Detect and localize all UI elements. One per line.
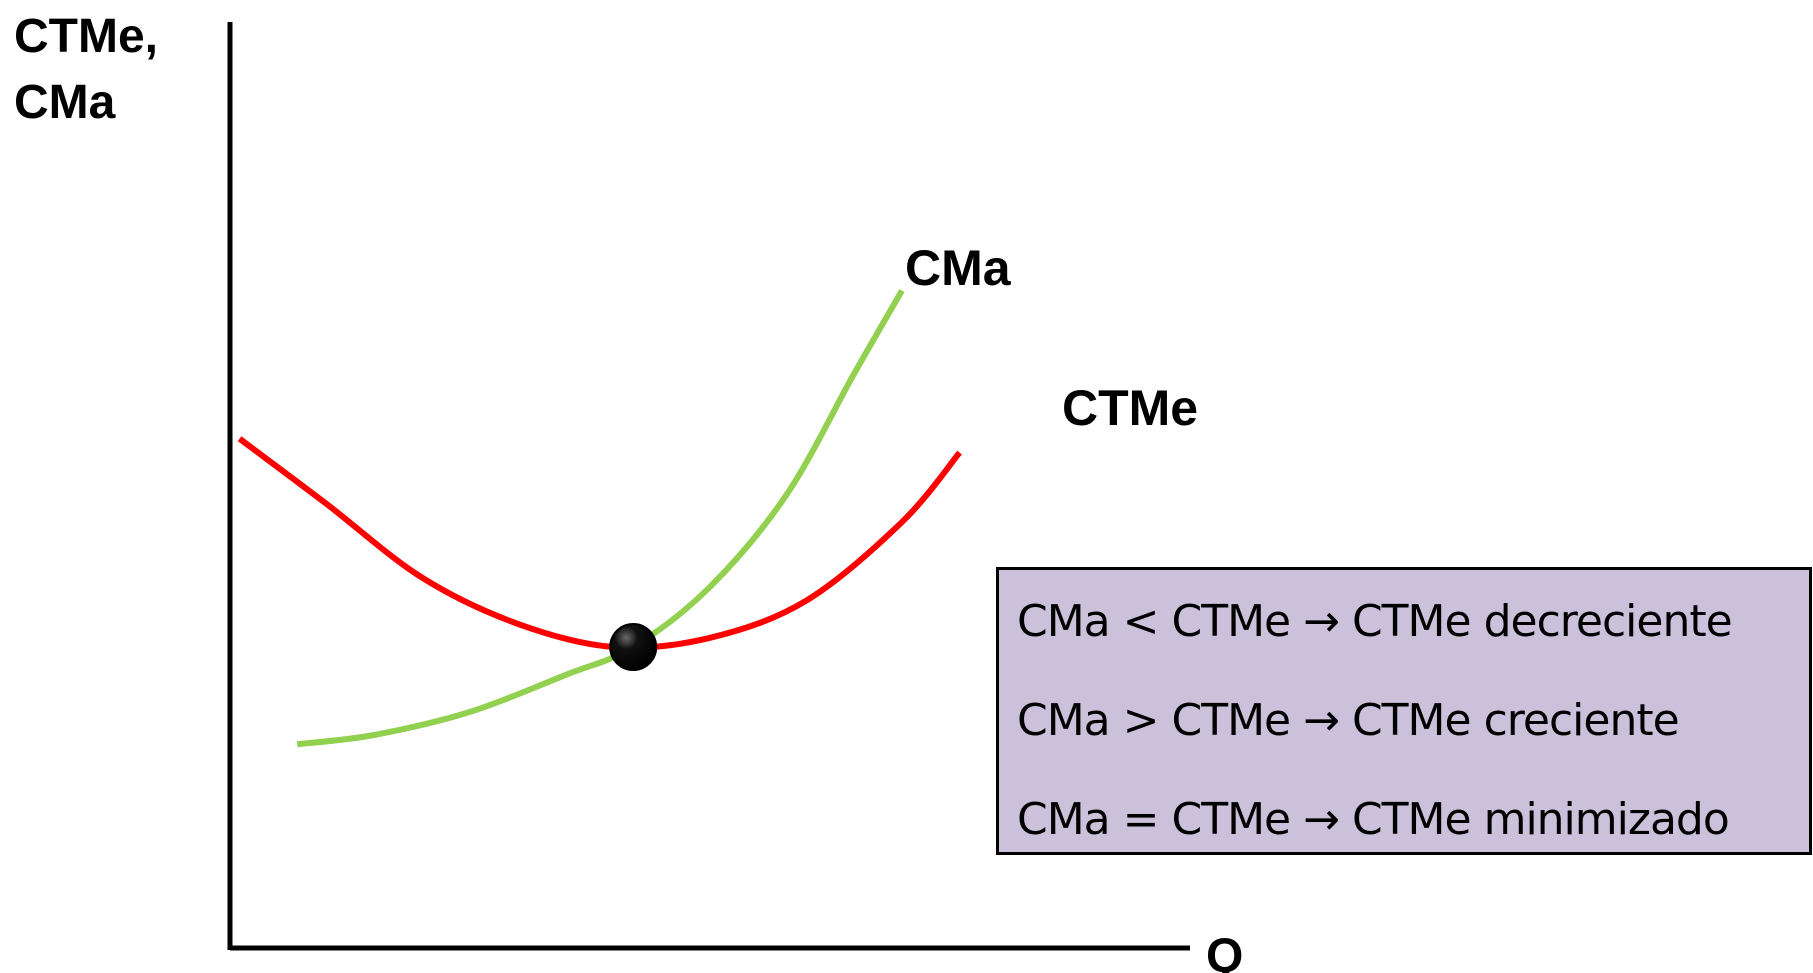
annotation-layer [609,623,658,671]
explanation-line-increasing: CMa > CTMe → CTMe creciente [1017,695,1680,746]
x-axis-title: Q [1206,930,1243,973]
series-label-cma: CMa [905,240,1012,296]
y-axis-title-line-1: CTMe, [14,10,158,63]
explanation-line-minimized: CMa = CTMe → CTMe minimizado [1017,794,1730,845]
intersection-point [609,623,658,671]
series-layer [237,289,962,748]
series-label-ctme: CTMe [1062,380,1198,436]
y-axis-title-line-2: CMa [14,76,116,129]
series-line-ctme [237,436,962,651]
explanation-line-decreasing: CMa < CTMe → CTMe decreciente [1017,596,1733,647]
series-line-cma [296,289,905,748]
y-axis-title: CTMe, CMa [14,10,171,129]
explanation-box: CMa < CTMe → CTMe decreciente CMa > CTMe… [996,567,1812,855]
